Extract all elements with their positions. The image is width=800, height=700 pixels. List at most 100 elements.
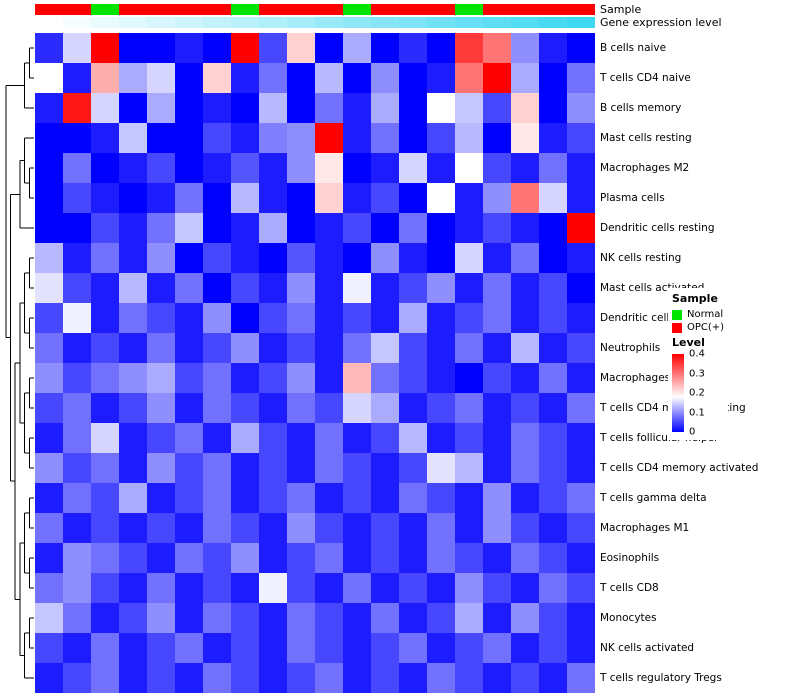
sample-annotation-cell bbox=[539, 4, 567, 15]
row-label: Plasma cells bbox=[600, 192, 665, 204]
heatmap-cell bbox=[63, 633, 91, 663]
heatmap-cell bbox=[567, 603, 595, 633]
heatmap-cell bbox=[511, 633, 539, 663]
sample-annotation-cell bbox=[483, 4, 511, 15]
heatmap-cell bbox=[567, 663, 595, 693]
heatmap-cell bbox=[147, 663, 175, 693]
heatmap-cell bbox=[455, 663, 483, 693]
gene-expression-annotation-cell bbox=[63, 17, 91, 28]
heatmap-cell bbox=[91, 543, 119, 573]
heatmap-cell bbox=[119, 63, 147, 93]
heatmap-cell bbox=[371, 183, 399, 213]
heatmap-cell bbox=[203, 123, 231, 153]
heatmap-cell bbox=[399, 333, 427, 363]
heatmap-cell bbox=[63, 243, 91, 273]
heatmap-cell bbox=[399, 303, 427, 333]
heatmap-cell bbox=[343, 303, 371, 333]
heatmap-cell bbox=[231, 183, 259, 213]
heatmap-cell bbox=[427, 423, 455, 453]
heatmap-cell bbox=[539, 303, 567, 333]
heatmap-cell bbox=[315, 243, 343, 273]
heatmap-cell bbox=[259, 333, 287, 363]
heatmap-cell bbox=[399, 633, 427, 663]
heatmap-cell bbox=[287, 603, 315, 633]
heatmap-cell bbox=[567, 543, 595, 573]
sample-annotation-cell bbox=[511, 4, 539, 15]
heatmap-cell bbox=[371, 123, 399, 153]
heatmap-cell bbox=[287, 423, 315, 453]
heatmap-cell bbox=[399, 33, 427, 63]
heatmap-cell bbox=[511, 453, 539, 483]
heatmap-cell bbox=[91, 93, 119, 123]
heatmap-cell bbox=[483, 123, 511, 153]
heatmap-cell bbox=[343, 243, 371, 273]
sample-annotation-cell bbox=[147, 4, 175, 15]
heatmap-cell bbox=[147, 513, 175, 543]
heatmap-cell bbox=[455, 303, 483, 333]
heatmap-cell bbox=[371, 363, 399, 393]
heatmap-cell bbox=[63, 63, 91, 93]
heatmap-cell bbox=[343, 93, 371, 123]
gene-expression-annotation-cell bbox=[511, 17, 539, 28]
heatmap-cell bbox=[91, 483, 119, 513]
heatmap-cell bbox=[427, 573, 455, 603]
sample-annotation-cell bbox=[119, 4, 147, 15]
heatmap-cell bbox=[119, 393, 147, 423]
heatmap-cell bbox=[175, 663, 203, 693]
heatmap-cell bbox=[259, 93, 287, 123]
heatmap-cell bbox=[147, 303, 175, 333]
heatmap-cell bbox=[231, 273, 259, 303]
heatmap-cell bbox=[455, 423, 483, 453]
heatmap-cell bbox=[119, 363, 147, 393]
heatmap-cell bbox=[539, 393, 567, 423]
heatmap-cell bbox=[539, 243, 567, 273]
heatmap-cell bbox=[259, 213, 287, 243]
heatmap-cell bbox=[483, 33, 511, 63]
heatmap-cell bbox=[175, 213, 203, 243]
heatmap-cell bbox=[63, 483, 91, 513]
heatmap-cell bbox=[539, 483, 567, 513]
heatmap-cell bbox=[259, 423, 287, 453]
heatmap-cell bbox=[35, 543, 63, 573]
heatmap-cell bbox=[91, 243, 119, 273]
heatmap-cell bbox=[511, 93, 539, 123]
row-label: Eosinophils bbox=[600, 552, 660, 564]
heatmap-cell bbox=[427, 273, 455, 303]
heatmap-cell bbox=[203, 483, 231, 513]
heatmap-cell bbox=[343, 423, 371, 453]
heatmap-cell bbox=[147, 333, 175, 363]
heatmap-cell bbox=[455, 633, 483, 663]
heatmap-cell bbox=[455, 393, 483, 423]
heatmap-cell bbox=[343, 453, 371, 483]
heatmap-cell bbox=[511, 423, 539, 453]
heatmap-cell bbox=[147, 93, 175, 123]
heatmap-cell bbox=[371, 273, 399, 303]
heatmap-cell bbox=[371, 453, 399, 483]
legend-color-swatch bbox=[672, 309, 682, 320]
heatmap-cell bbox=[203, 303, 231, 333]
heatmap-cell bbox=[539, 363, 567, 393]
heatmap-cell bbox=[567, 573, 595, 603]
heatmap-cell bbox=[287, 573, 315, 603]
heatmap-cell bbox=[231, 573, 259, 603]
heatmap-cell bbox=[63, 663, 91, 693]
heatmap-cell bbox=[119, 213, 147, 243]
legend: Sample Normal OPC(+) Level 0.4 0.3 0.2 0.1 0 bbox=[668, 288, 729, 440]
heatmap-cell bbox=[511, 273, 539, 303]
heatmap-cell bbox=[567, 363, 595, 393]
row-label: Dendritic cells resting bbox=[600, 222, 715, 234]
heatmap-cell bbox=[175, 633, 203, 663]
level-gradient-bar bbox=[672, 354, 684, 432]
legend-sample-items: Normal OPC(+) bbox=[672, 308, 724, 334]
heatmap-cell bbox=[399, 663, 427, 693]
gene-expression-annotation-cell bbox=[91, 17, 119, 28]
heatmap-cell bbox=[63, 603, 91, 633]
heatmap-cell bbox=[511, 663, 539, 693]
gene-expression-annotation-cell bbox=[119, 17, 147, 28]
heatmap-cell bbox=[427, 513, 455, 543]
heatmap-cell bbox=[511, 63, 539, 93]
heatmap-cell bbox=[175, 93, 203, 123]
heatmap-cell bbox=[91, 273, 119, 303]
heatmap-cell bbox=[455, 153, 483, 183]
heatmap-cell bbox=[147, 213, 175, 243]
